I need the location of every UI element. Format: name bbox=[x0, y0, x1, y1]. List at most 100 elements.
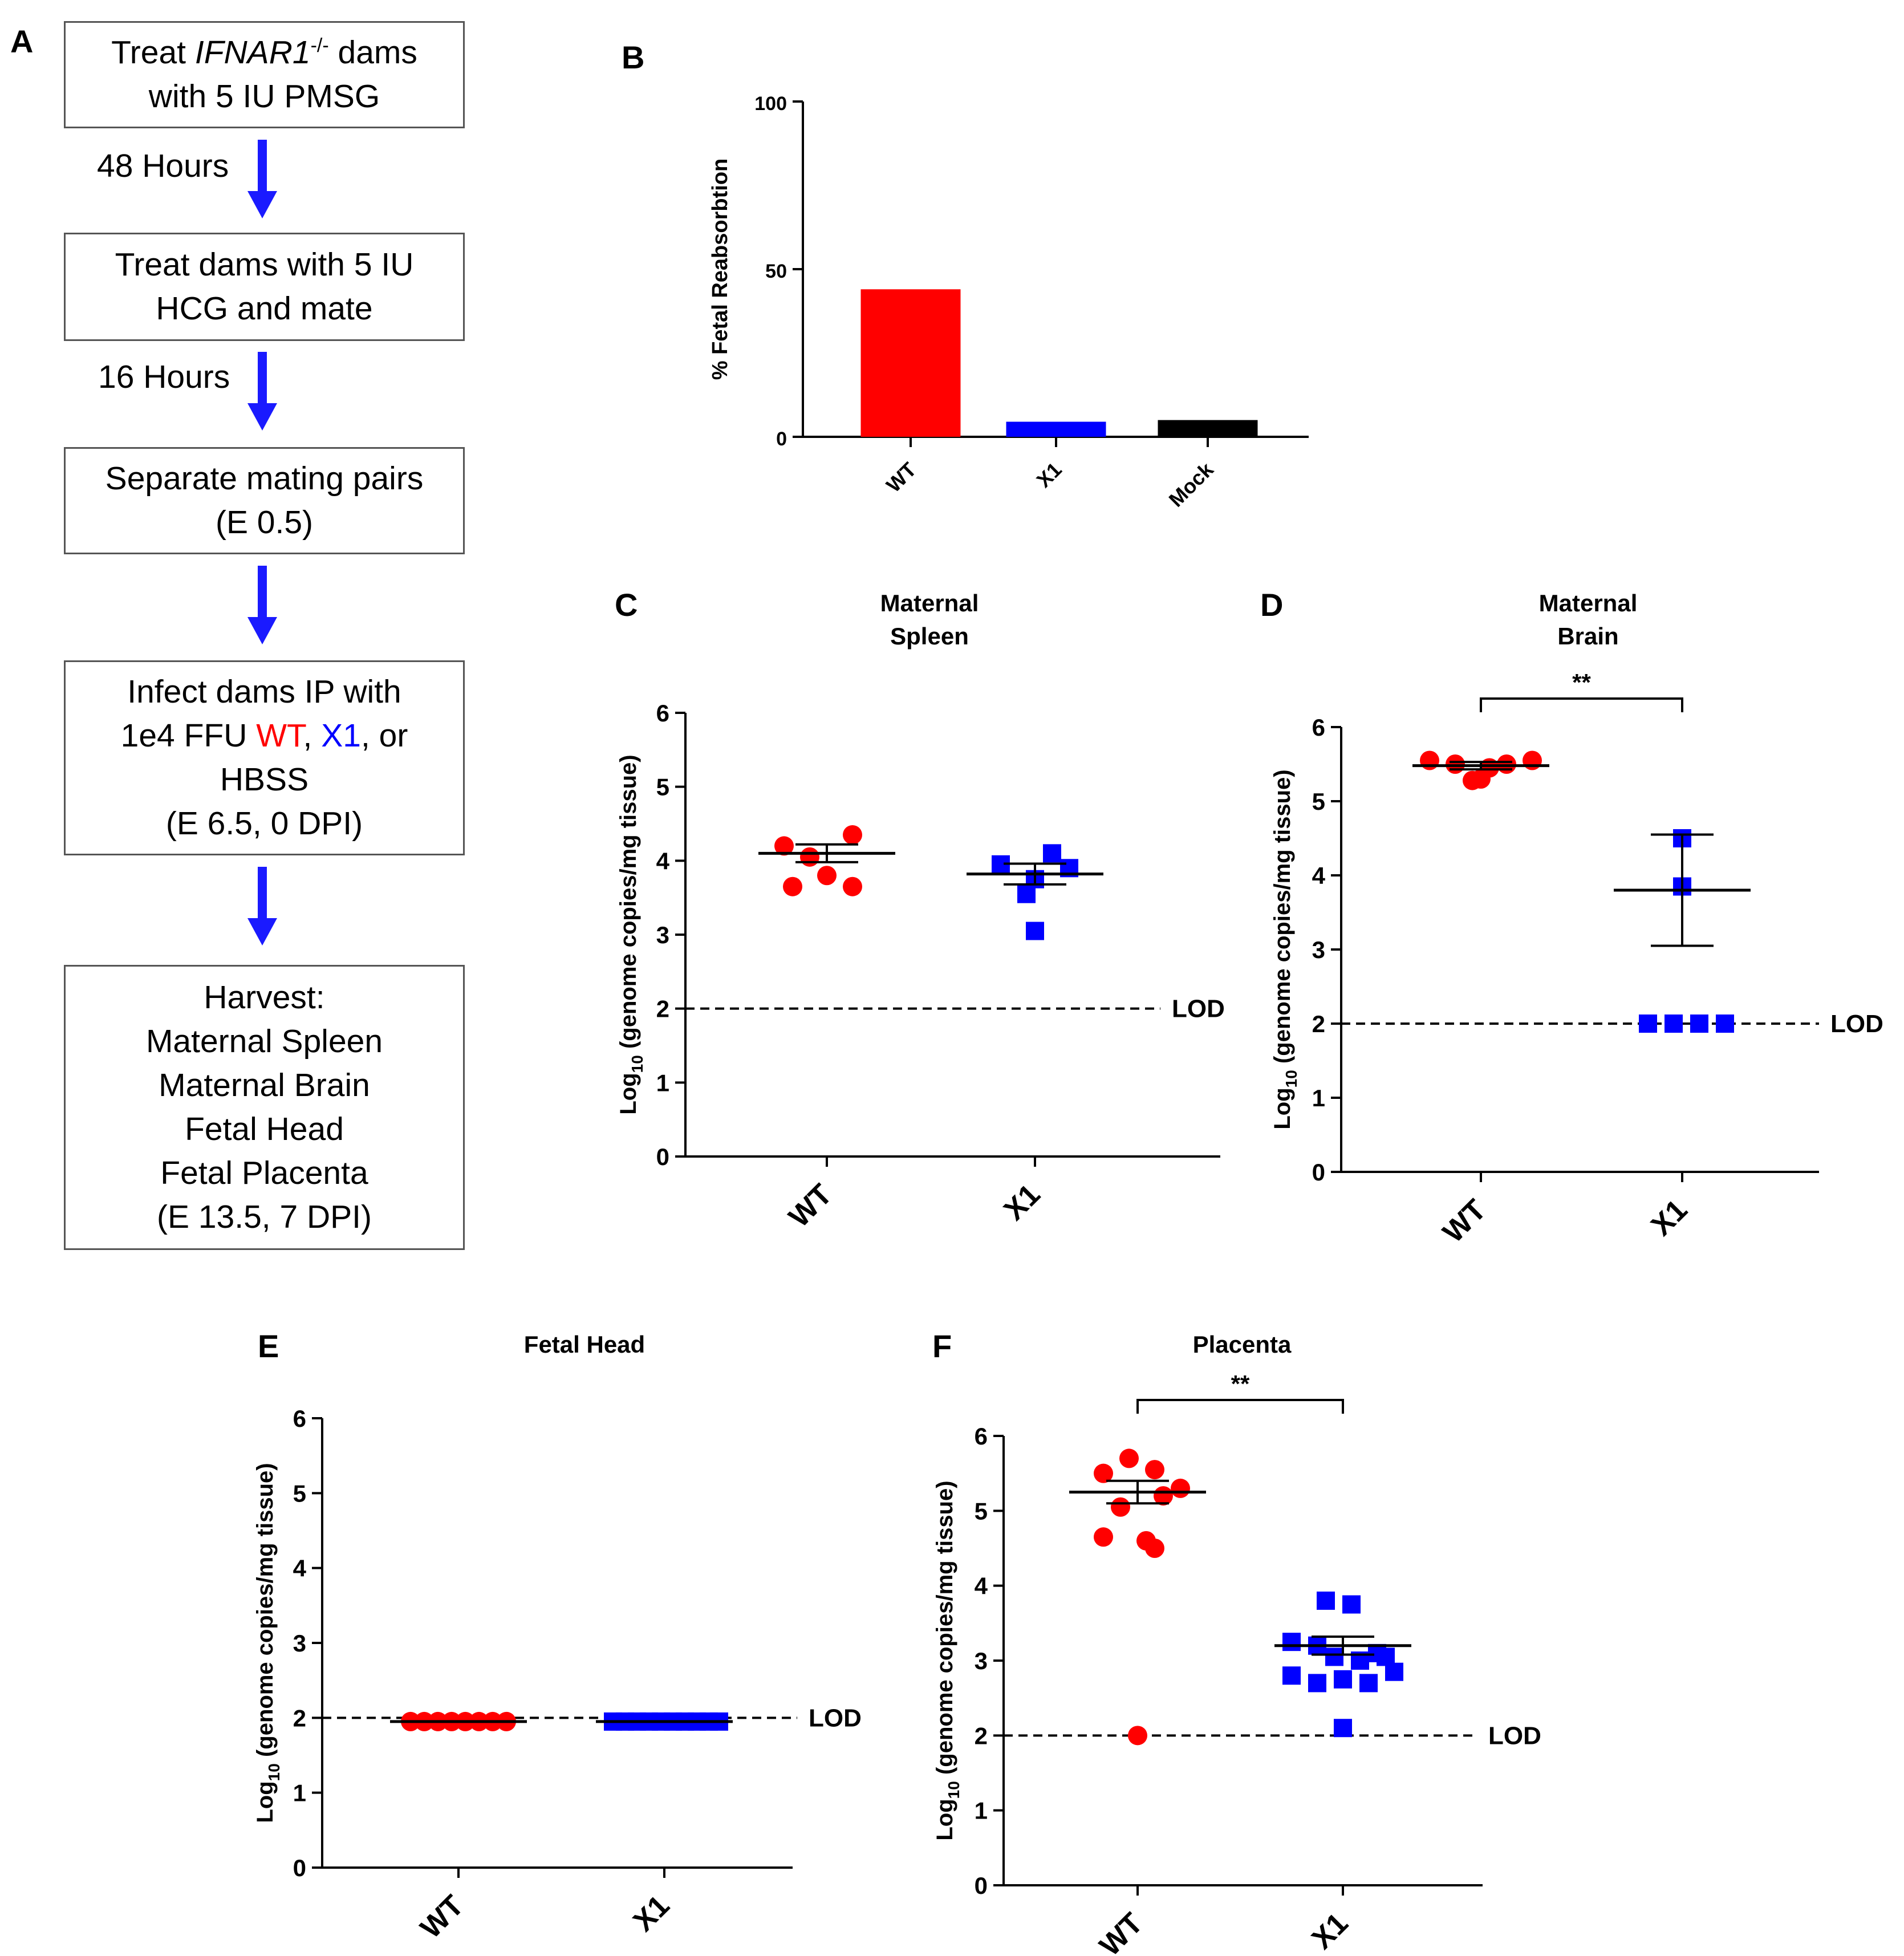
y-tick-label: 1 bbox=[975, 1797, 988, 1824]
y-tick-label: 5 bbox=[1312, 788, 1325, 815]
data-point-x1 bbox=[1385, 1662, 1403, 1681]
y-tick-label: 6 bbox=[1312, 714, 1325, 741]
y-axis-label: Log10 (genome copies/mg tissue) bbox=[1270, 769, 1300, 1129]
data-point-wt bbox=[843, 825, 862, 845]
lod-label: LOD bbox=[1488, 1722, 1541, 1750]
flow-box-5-line-6: (E 13.5, 7 DPI) bbox=[157, 1198, 372, 1235]
data-point-wt bbox=[817, 866, 837, 886]
lod-label: LOD bbox=[809, 1704, 862, 1732]
data-point-wt bbox=[1094, 1463, 1113, 1483]
data-point-x1 bbox=[1334, 1670, 1352, 1689]
significance-bracket bbox=[1480, 697, 1683, 712]
y-tick-label: 5 bbox=[656, 774, 669, 801]
data-point-x1 bbox=[1359, 1674, 1378, 1693]
y-tick-label: 3 bbox=[975, 1647, 988, 1674]
y-tick-label: 1 bbox=[1312, 1085, 1325, 1111]
flow-box-1-line-2: with 5 IU PMSG bbox=[148, 78, 380, 115]
flow-box-5-line-4: Fetal Head bbox=[185, 1111, 344, 1147]
y-tick-label: 4 bbox=[293, 1555, 307, 1582]
y-tick-label: 4 bbox=[1312, 862, 1326, 889]
y-tick-label: 5 bbox=[975, 1498, 988, 1524]
data-point-wt bbox=[1119, 1448, 1139, 1468]
x1-label: X1 bbox=[321, 717, 361, 754]
data-point-x1 bbox=[1342, 1595, 1361, 1614]
lod-label: LOD bbox=[1830, 1010, 1883, 1038]
y-tick-label: 5 bbox=[293, 1480, 306, 1507]
data-point-x1 bbox=[1317, 1591, 1335, 1610]
data-point-wt bbox=[1128, 1726, 1147, 1746]
y-tick-label: 0 bbox=[776, 428, 787, 450]
panel-label-d: D bbox=[1260, 587, 1284, 623]
y-tick-label: 50 bbox=[765, 261, 787, 282]
y-tick-label: 4 bbox=[975, 1573, 988, 1600]
lod-label: LOD bbox=[1172, 995, 1225, 1023]
data-point-x1 bbox=[1017, 884, 1036, 903]
data-point-x1 bbox=[1325, 1647, 1343, 1666]
flow-box-5-line-1: Harvest: bbox=[204, 979, 325, 1016]
y-tick-label: 6 bbox=[293, 1405, 306, 1432]
wt-label: WT bbox=[256, 717, 303, 754]
y-tick-label: 6 bbox=[656, 700, 669, 727]
flow-text: Treat bbox=[111, 34, 195, 71]
flow-box-treat-pmsg: Treat IFNAR1-/- dams with 5 IU PMSG bbox=[64, 21, 465, 128]
flow-box-5-line-2: Maternal Spleen bbox=[145, 1023, 383, 1060]
y-tick-label: 0 bbox=[1312, 1159, 1325, 1186]
y-axis-label: % Fetal Reabsorbtion bbox=[708, 159, 732, 380]
chart-title: Brain bbox=[1557, 623, 1618, 650]
significance-label: ** bbox=[1231, 1370, 1250, 1397]
data-point-wt bbox=[1111, 1497, 1130, 1517]
flow-box-5-line-3: Maternal Brain bbox=[159, 1067, 370, 1104]
flow-box-2-line-2: HCG and mate bbox=[156, 290, 373, 327]
y-axis-label: Log10 (genome copies/mg tissue) bbox=[253, 1463, 283, 1823]
flow-box-2-line-1: Treat dams with 5 IU bbox=[115, 246, 414, 283]
data-point-x1 bbox=[1282, 1666, 1301, 1685]
chart-title: Maternal bbox=[880, 590, 979, 616]
significance-bracket bbox=[1136, 1399, 1344, 1414]
y-tick-label: 3 bbox=[656, 922, 669, 948]
y-tick-label: 4 bbox=[656, 847, 670, 874]
data-point-wt bbox=[1145, 1460, 1164, 1480]
flow-box-separate-pairs: Separate mating pairs (E 0.5) bbox=[64, 447, 465, 554]
data-point-x1 bbox=[1282, 1633, 1301, 1651]
flow-box-5-line-5: Fetal Placenta bbox=[160, 1154, 368, 1191]
data-point-x1 bbox=[1043, 844, 1061, 863]
data-point-wt bbox=[1094, 1527, 1113, 1547]
data-point-x1 bbox=[1334, 1719, 1352, 1738]
data-point-x1 bbox=[1690, 1014, 1708, 1033]
flow-text: dams bbox=[328, 34, 417, 71]
data-point-x1 bbox=[1026, 922, 1044, 940]
y-tick-label: 1 bbox=[656, 1069, 669, 1096]
down-arrow-icon bbox=[247, 140, 277, 218]
y-tick-label: 100 bbox=[754, 93, 787, 115]
y-tick-label: 2 bbox=[656, 996, 669, 1022]
flow-box-infect: Infect dams IP with 1e4 FFU WT, X1, or H… bbox=[64, 660, 465, 855]
y-tick-label: 0 bbox=[975, 1872, 988, 1899]
significance-label: ** bbox=[1572, 669, 1591, 696]
flow-box-4-line-2: 1e4 FFU WT, X1, or bbox=[121, 714, 408, 758]
chart-title: Spleen bbox=[890, 623, 969, 650]
flow-text: , bbox=[303, 717, 322, 754]
bar-wt bbox=[860, 289, 961, 437]
flow-text: , or bbox=[360, 717, 408, 754]
arrow-label-16-hours: 16 Hours bbox=[98, 359, 230, 395]
flow-box-harvest: Harvest: Maternal Spleen Maternal Brain … bbox=[64, 965, 465, 1250]
flow-box-1-line-1: Treat IFNAR1-/- dams bbox=[111, 31, 417, 75]
y-tick-label: 0 bbox=[656, 1143, 669, 1170]
y-tick-label: 2 bbox=[975, 1722, 988, 1749]
flow-box-4-line-1: Infect dams IP with bbox=[127, 673, 401, 711]
flow-box-3-line-1: Separate mating pairs bbox=[105, 460, 424, 497]
data-point-wt bbox=[1463, 770, 1482, 790]
panel-label-c: C bbox=[615, 587, 638, 623]
x-tick-label: WT bbox=[1093, 1906, 1149, 1956]
data-point-x1 bbox=[1665, 1014, 1683, 1033]
data-point-x1 bbox=[1308, 1674, 1326, 1693]
panel-label-e: E bbox=[258, 1328, 279, 1364]
data-point-wt bbox=[783, 876, 802, 896]
y-tick-label: 2 bbox=[293, 1705, 306, 1731]
gene-name: IFNAR1 bbox=[194, 34, 311, 71]
data-point-wt bbox=[843, 876, 862, 896]
chart-title: Placenta bbox=[1193, 1331, 1292, 1358]
